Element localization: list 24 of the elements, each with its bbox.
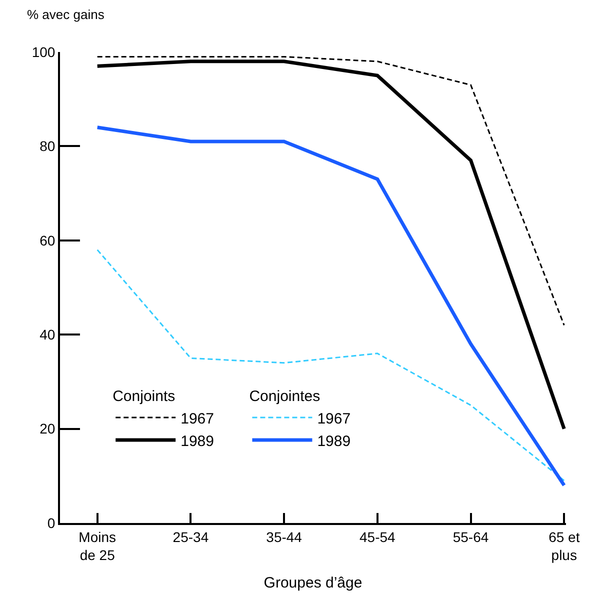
y-tick-label: 0: [47, 514, 56, 531]
x-tick-label: 35-44: [266, 528, 302, 545]
x-tick-label: Moins de 25: [78, 528, 116, 563]
line-series: [96, 60, 566, 431]
line-series: [96, 56, 565, 326]
y-axis-title: % avec gains: [27, 7, 105, 22]
y-tick-label: 20: [40, 420, 56, 437]
x-tick-label: 65 et plus: [548, 528, 580, 563]
y-tick-label: 80: [40, 138, 56, 154]
y-tick-label: 40: [40, 326, 56, 342]
line-series: [96, 249, 565, 482]
annotation: Conjoints: [112, 388, 176, 406]
y-tick-label: 60: [40, 232, 56, 248]
legend-label: 1967: [317, 410, 351, 428]
x-tick-label: 45-54: [360, 528, 396, 545]
legend-label: 1989: [317, 432, 351, 450]
line-series: [96, 126, 566, 488]
legend-label: 1989: [180, 432, 214, 450]
x-axis-title: Groupes d’âge: [264, 574, 362, 592]
y-tick-label: 100: [32, 44, 56, 60]
legend-label: 1967: [180, 410, 214, 428]
x-tick-label: 55-64: [452, 528, 489, 545]
annotation: Conjointes: [249, 388, 320, 406]
x-tick-label: 25-34: [172, 528, 209, 545]
